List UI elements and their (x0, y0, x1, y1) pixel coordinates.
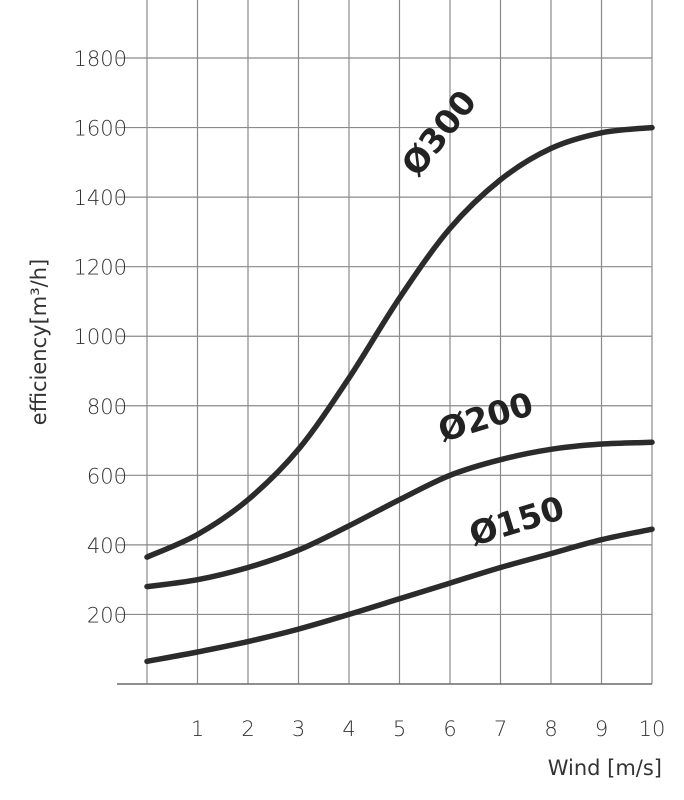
y-tick-label: 600 (87, 464, 127, 488)
x-tick-label: 5 (393, 717, 406, 741)
series-label: Ø150 (465, 488, 569, 554)
y-tick-label: 1000 (74, 325, 127, 349)
grid-lines (117, 0, 653, 684)
x-tick-label: 7 (494, 717, 507, 741)
x-tick-labels: 1 2 3 4 5 6 7 8 9 10 (191, 717, 666, 741)
series-line (144, 526, 655, 665)
x-tick-label: 2 (241, 717, 254, 741)
x-tick-label: 4 (342, 717, 355, 741)
x-axis-title: Wind [m/s] (548, 756, 662, 780)
y-tick-label: 200 (87, 603, 127, 627)
x-tick-label: 9 (595, 717, 608, 741)
x-tick-label: 10 (639, 717, 666, 741)
y-tick-label: 1600 (74, 117, 127, 141)
y-tick-label: 1800 (74, 47, 127, 71)
series-line (144, 439, 655, 590)
x-tick-label: 1 (191, 717, 204, 741)
y-tick-label: 400 (87, 534, 127, 558)
y-axis-title: efficiency[m³/h] (27, 259, 51, 425)
y-tick-label: 1400 (74, 186, 127, 210)
series-label: Ø200 (434, 384, 538, 450)
x-tick-label: 6 (443, 717, 456, 741)
x-tick-label: 8 (544, 717, 557, 741)
y-tick-label: 1200 (74, 256, 127, 280)
series-lines (144, 124, 655, 665)
y-tick-label: 800 (87, 395, 127, 419)
series-line (144, 124, 655, 560)
y-tick-labels: 200 400 600 800 1000 1200 1400 1600 1800 (74, 47, 127, 627)
series-label: Ø300 (394, 83, 484, 183)
x-tick-label: 3 (292, 717, 305, 741)
